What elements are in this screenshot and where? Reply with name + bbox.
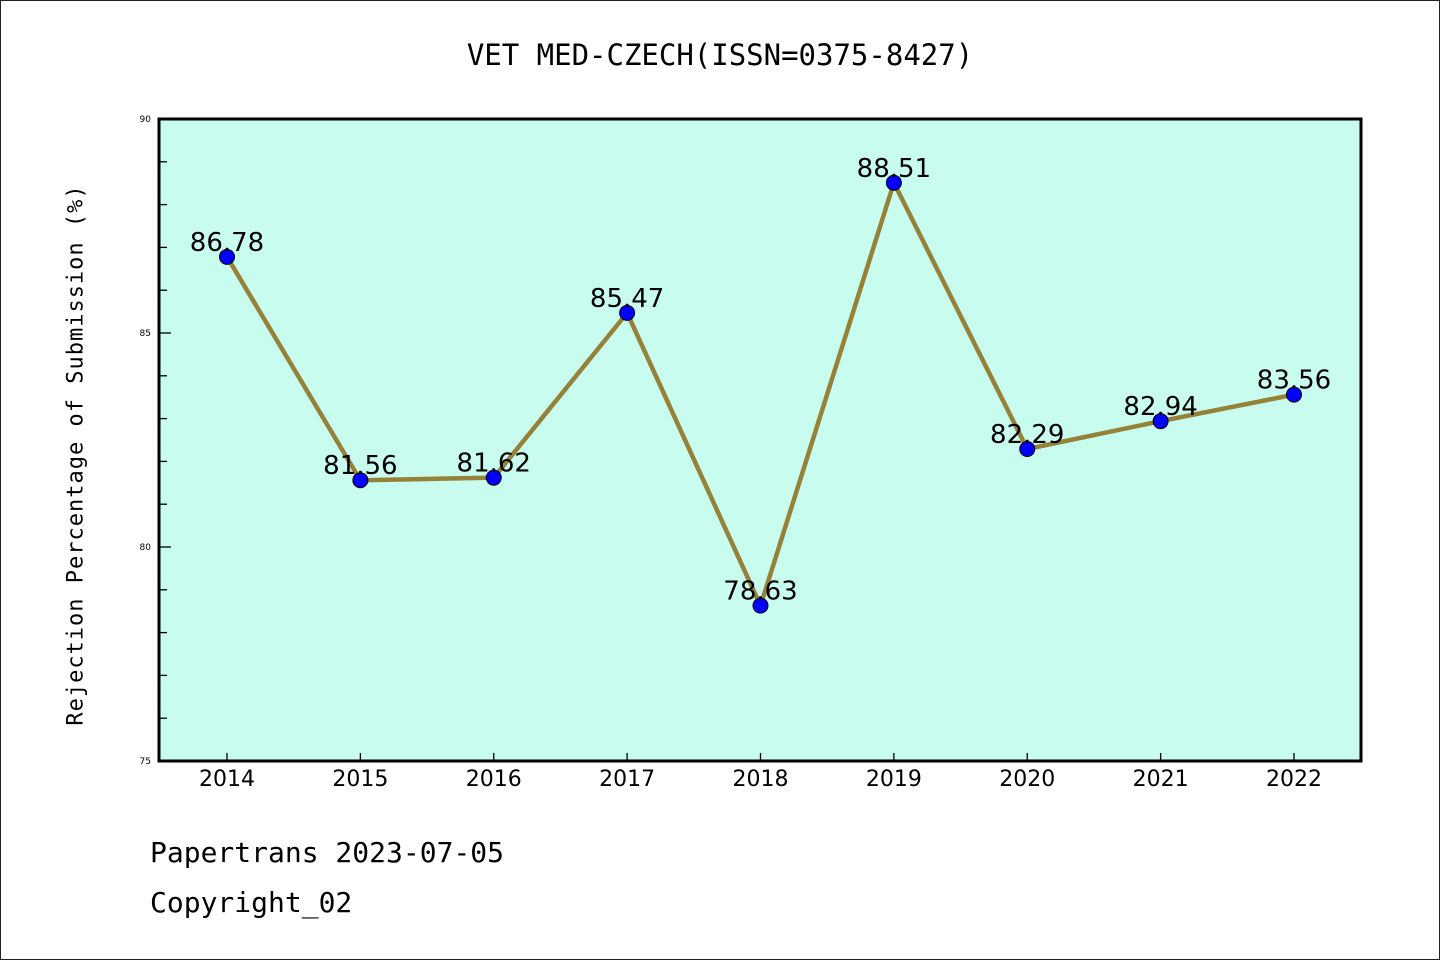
data-point (1286, 386, 1302, 403)
data-label: 78.63 (723, 577, 797, 607)
data-label: 82.29 (990, 420, 1064, 450)
data-label: 81.62 (457, 449, 531, 479)
x-tick-label: 2022 (1266, 767, 1322, 792)
x-tick-label: 2017 (599, 767, 655, 792)
data-point (219, 248, 235, 265)
y-tick-label: 85 (140, 329, 151, 339)
x-tick-label: 2014 (199, 767, 255, 792)
data-point (885, 174, 902, 191)
x-tick-label: 2015 (332, 767, 388, 792)
data-label: 86.78 (190, 228, 264, 258)
data-label: 83.56 (1257, 366, 1331, 396)
y-tick-label: 80 (140, 543, 152, 553)
y-tick-label: 75 (140, 757, 151, 767)
x-tick-label: 2020 (999, 767, 1055, 792)
x-tick-label: 2016 (466, 767, 522, 792)
x-tick-label: 2018 (733, 767, 789, 792)
data-point (352, 472, 369, 489)
x-tick-label: 2019 (866, 767, 922, 792)
data-point (1019, 440, 1036, 457)
plot-border (157, 117, 1363, 763)
data-point (1152, 413, 1169, 430)
data-point (485, 469, 502, 486)
chart-title: VET MED-CZECH(ISSN=0375-8427) (466, 38, 974, 72)
data-point (752, 597, 769, 614)
data-label: 85.47 (590, 284, 664, 314)
footer-date: Papertrans 2023-07-05 (150, 836, 505, 869)
x-tick-label: 2021 (1133, 767, 1189, 792)
data-point (619, 304, 636, 321)
data-label: 88.51 (857, 154, 931, 184)
data-label: 81.56 (323, 451, 397, 481)
y-tick-label: 90 (140, 115, 152, 125)
data-label: 82.94 (1123, 392, 1197, 422)
plot-background (159, 119, 1361, 761)
footer-copyright: Copyright_02 (150, 886, 353, 919)
